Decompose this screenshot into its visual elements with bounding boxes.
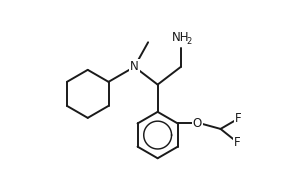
Text: O: O: [193, 117, 202, 130]
Text: N: N: [130, 60, 139, 73]
Text: 2: 2: [186, 36, 192, 46]
Text: F: F: [235, 112, 242, 125]
Text: NH: NH: [172, 32, 190, 45]
Text: F: F: [234, 136, 240, 149]
